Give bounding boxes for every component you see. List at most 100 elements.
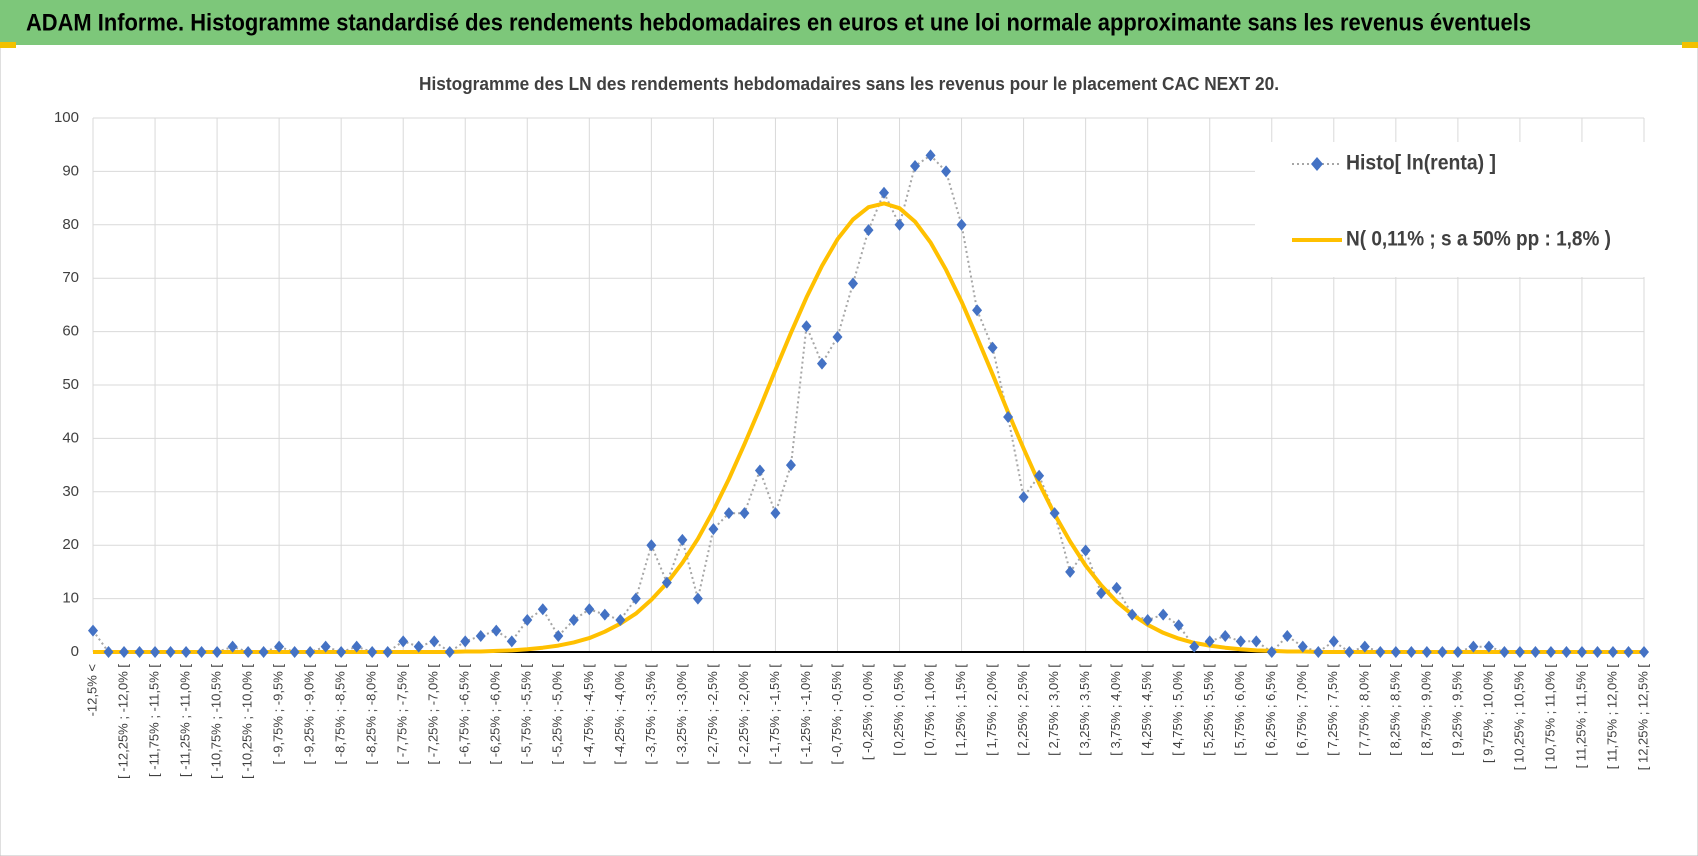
point: [677, 533, 688, 546]
x-tick-label: [ -7,25% ; -7,0% [: [426, 664, 441, 765]
point: [1235, 635, 1246, 648]
y-tick-label: 20: [62, 536, 79, 553]
point: [1096, 587, 1107, 600]
point: [1421, 646, 1432, 658]
point: [212, 646, 223, 658]
point: [1514, 646, 1525, 658]
point: [1592, 646, 1603, 658]
y-tick-label: 50: [62, 376, 79, 393]
y-tick-label: 30: [62, 483, 79, 500]
x-tick-label: [ 5,25% ; 5,5% [: [1201, 664, 1216, 756]
point: [894, 218, 905, 231]
point: [584, 603, 595, 616]
point: [227, 640, 238, 653]
x-tick-label: [ 12,25% ; 12,5% [: [1635, 664, 1650, 771]
point: [88, 624, 98, 637]
x-tick-label: [ -4,75% ; -4,5% [: [581, 664, 596, 765]
point: [336, 646, 347, 658]
y-tick-label: 10: [62, 590, 79, 607]
point: [1189, 640, 1200, 653]
point: [1297, 640, 1308, 653]
point: [832, 330, 843, 343]
point: [785, 459, 796, 472]
point: [863, 224, 874, 237]
point: [646, 539, 657, 552]
y-tick-label: 90: [62, 162, 79, 179]
point: [289, 646, 300, 658]
point: [1220, 629, 1231, 642]
point: [816, 357, 827, 370]
point: [1576, 646, 1587, 658]
point: [1111, 581, 1122, 594]
point: [243, 646, 254, 658]
legend-label: N( 0,11% ; s a 50% pp : 1,8% ): [1346, 228, 1611, 251]
point: [1328, 635, 1339, 648]
x-tick-label: [ 4,25% ; 4,5% [: [1139, 664, 1154, 756]
point: [522, 613, 533, 626]
header-bar: [0, 0, 1698, 45]
point: [1080, 544, 1091, 557]
point: [320, 640, 331, 653]
point: [537, 603, 548, 616]
point: [1173, 619, 1184, 632]
point: [1483, 640, 1494, 653]
y-tick-label: 80: [62, 216, 79, 233]
point: [258, 646, 269, 658]
x-tick-label: [ 3,75% ; 4,0% [: [1108, 664, 1123, 756]
point: [1142, 613, 1153, 626]
x-tick-label: [ 6,75% ; 7,0% [: [1294, 664, 1309, 756]
x-tick-label: [ 11,25% ; 11,5% [: [1573, 664, 1588, 769]
point: [553, 629, 564, 642]
point: [1452, 646, 1463, 658]
x-tick-label: [ -9,75% ; -9,5% [: [271, 664, 286, 765]
point: [196, 646, 207, 658]
point: [134, 646, 145, 658]
x-tick-label: [ -0,25% ; 0,0% [: [860, 664, 875, 760]
x-tick-label: [ -0,75% ; -0,5% [: [829, 664, 844, 765]
x-tick-label: [ 3,25% ; 3,5% [: [1077, 664, 1092, 756]
point: [351, 640, 362, 653]
x-tick-label: [ -4,25% ; -4,0% [: [612, 664, 627, 765]
x-tick-label: [ -6,25% ; -6,0% [: [488, 664, 503, 765]
point: [1127, 608, 1138, 621]
point: [1545, 646, 1556, 658]
corner-mark: [0, 42, 16, 48]
x-tick-label: [ 10,75% ; 11,0% [: [1542, 664, 1557, 770]
x-tick-label: [ -1,75% ; -1,5% [: [767, 664, 782, 765]
point: [1049, 507, 1060, 520]
point: [1282, 629, 1293, 642]
x-tick-label: [ 2,25% ; 2,5% [: [1015, 664, 1030, 756]
point: [1359, 640, 1370, 653]
point: [568, 613, 579, 626]
point: [879, 186, 890, 199]
x-tick-label: [ 5,75% ; 6,0% [: [1232, 664, 1247, 756]
point: [925, 149, 936, 162]
x-tick-label: [ 9,25% ; 9,5% [: [1449, 664, 1464, 756]
x-tick-label: [ 10,25% ; 10,5% [: [1511, 664, 1526, 771]
point: [1266, 646, 1277, 658]
point: [429, 635, 440, 648]
point: [1468, 640, 1479, 653]
point: [274, 640, 285, 653]
x-tick-label: [ 8,75% ; 9,0% [: [1418, 664, 1433, 756]
point: [692, 592, 703, 605]
point: [398, 635, 409, 648]
y-tick-label: 60: [62, 323, 79, 340]
point: [1003, 411, 1014, 424]
point: [1158, 608, 1169, 621]
point: [382, 646, 393, 658]
point: [1639, 646, 1649, 658]
y-tick-label: 0: [71, 643, 79, 660]
legend-label: Histo[ ln(renta) ]: [1346, 152, 1496, 175]
corner-mark: [1682, 42, 1698, 48]
x-tick-label: [ 2,75% ; 3,0% [: [1046, 664, 1061, 756]
x-tick-label: [ -11,75% ; -11,5% [: [146, 664, 161, 777]
point: [475, 629, 486, 642]
point: [1406, 646, 1417, 658]
point: [941, 165, 952, 178]
header-title: ADAM Informe. Histogramme standardisé de…: [26, 9, 1531, 36]
x-tick-label: [ -10,75% ; -10,5% [: [209, 664, 224, 779]
point: [987, 341, 998, 354]
